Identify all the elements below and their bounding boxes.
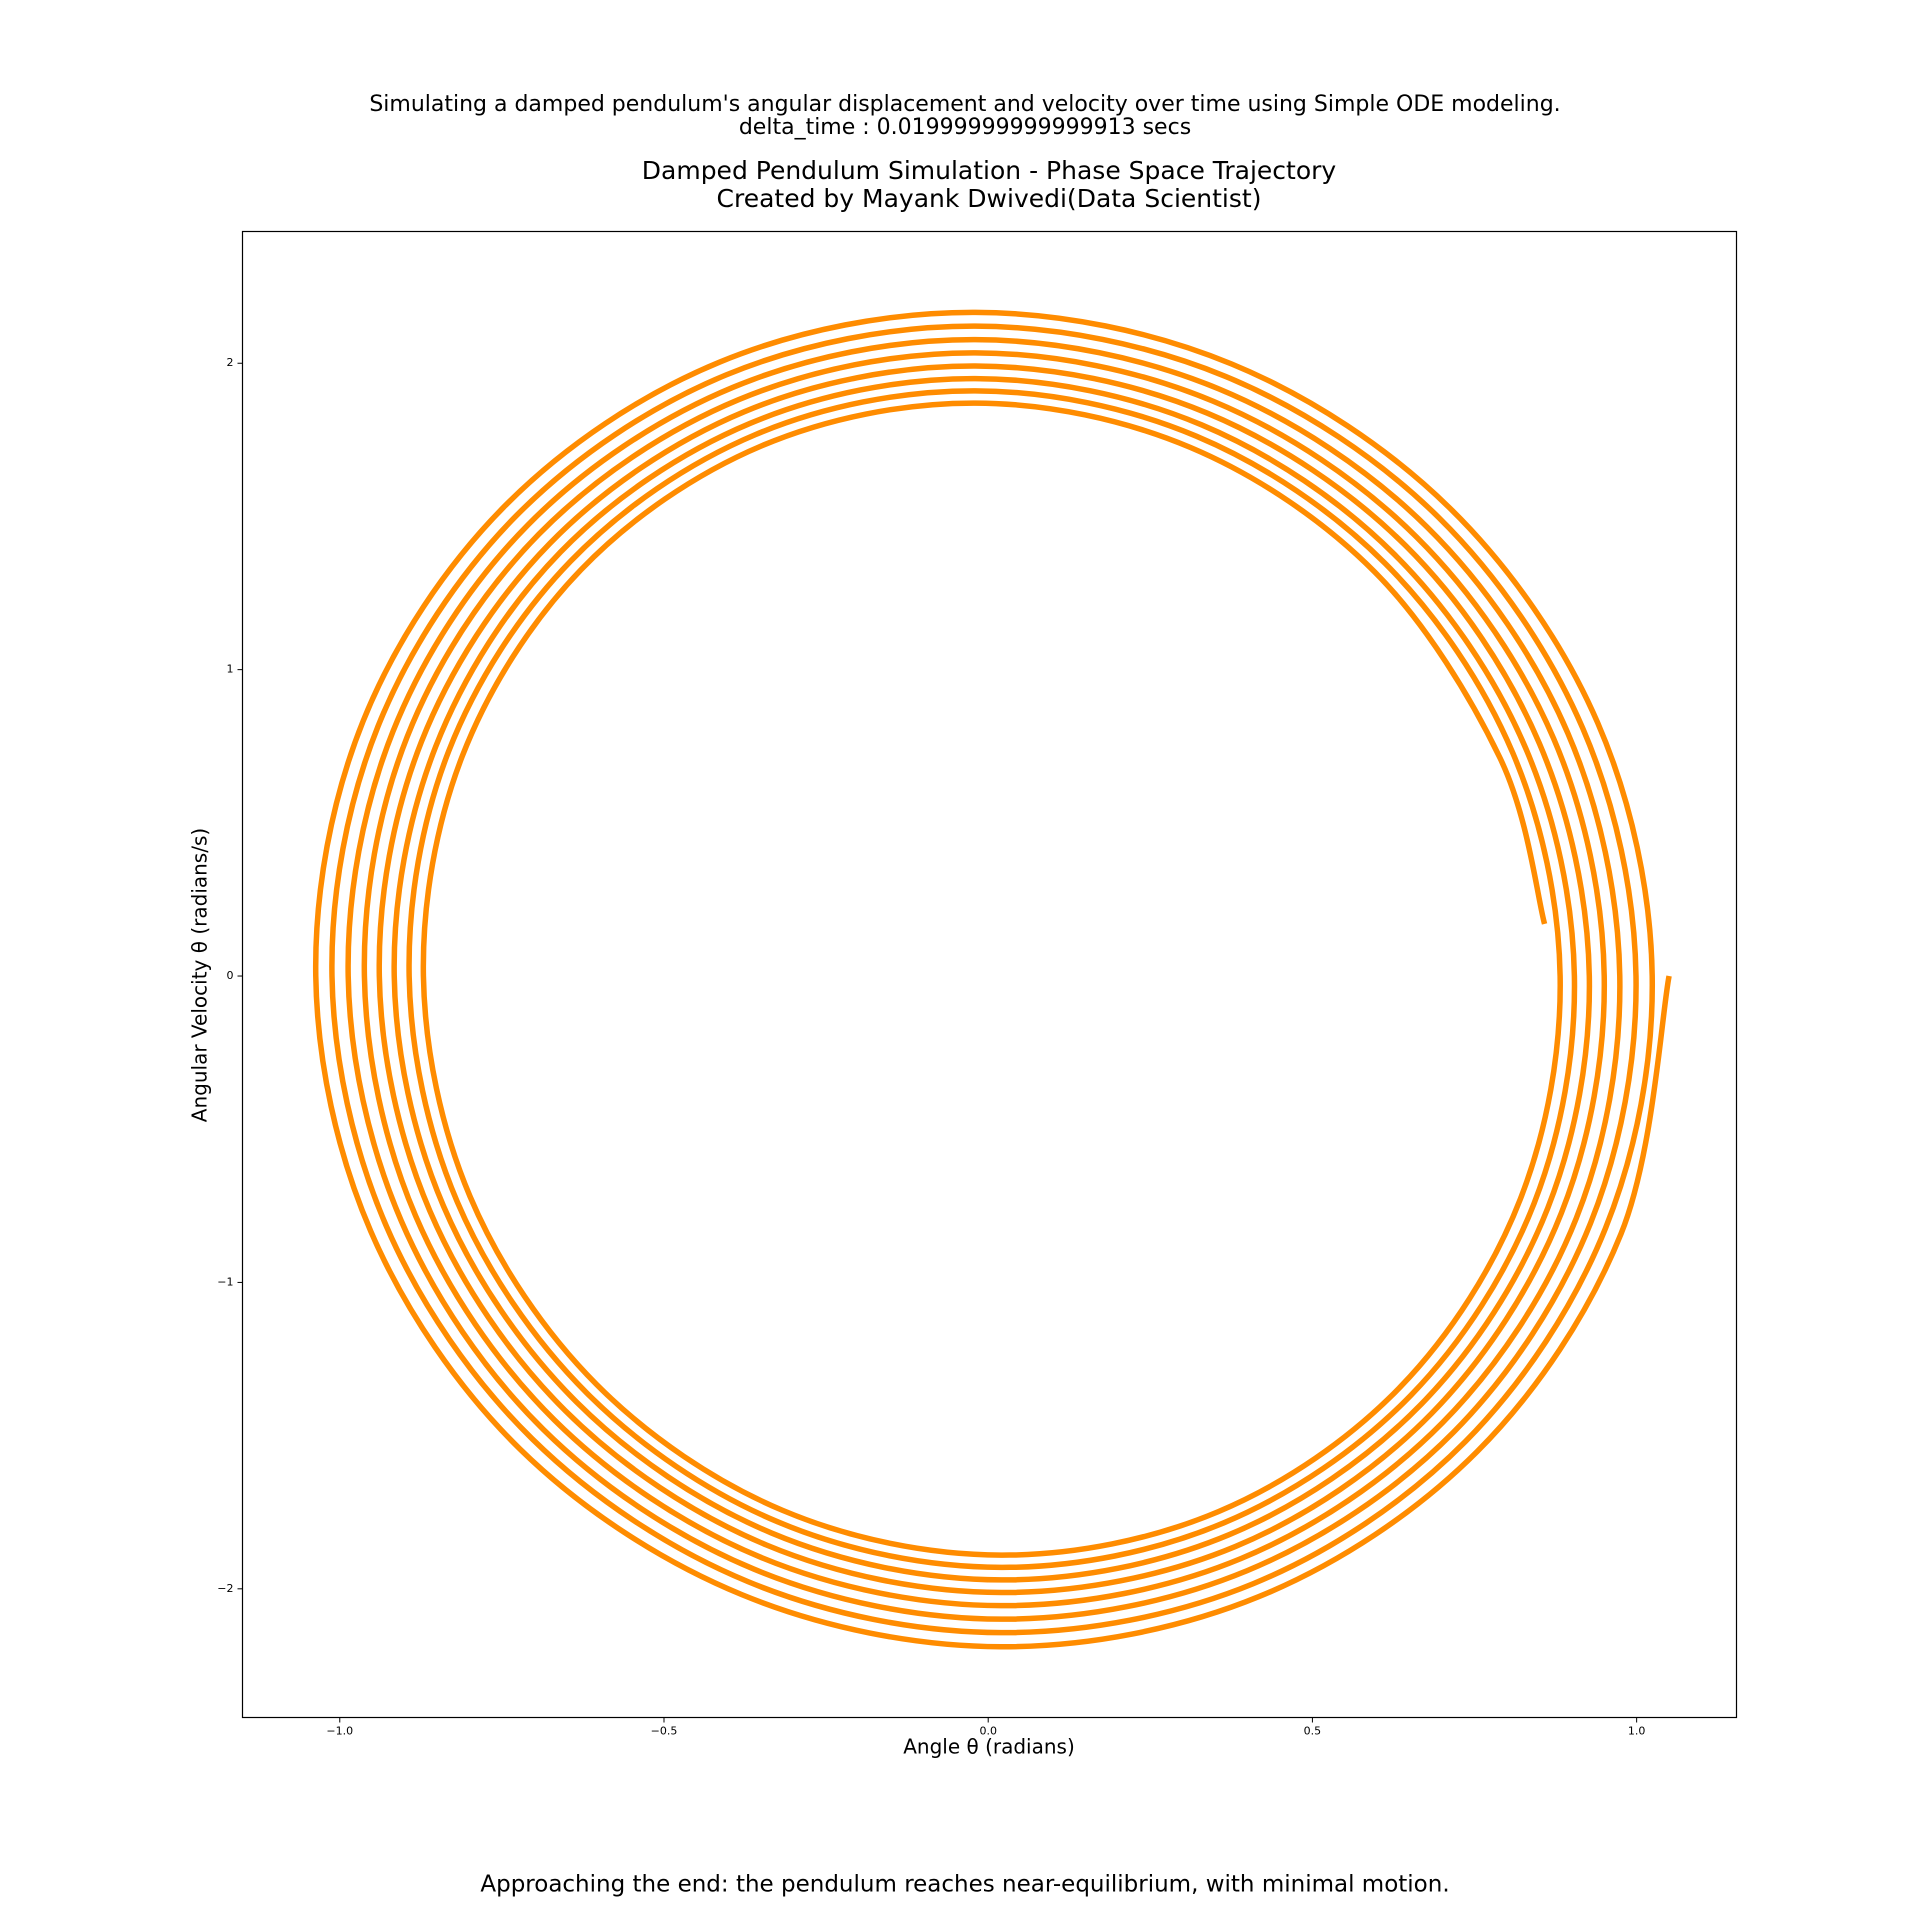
x-tick-label: 0.0 [979, 1725, 997, 1738]
y-tick-label: −1 [217, 1275, 233, 1288]
y-tick-label: 2 [227, 356, 234, 369]
y-tick-label: 1 [227, 663, 234, 676]
y-axis-label: Angular Velocity θ (radians/s) [188, 828, 212, 1122]
trajectory-line [312, 309, 1672, 1650]
annotation: Approaching the end: the pendulum reache… [480, 1872, 1449, 1898]
x-tick-label: −1.0 [326, 1725, 353, 1738]
y-tick-label: 0 [227, 969, 234, 982]
chart-title: Damped Pendulum Simulation - Phase Space… [642, 156, 1337, 185]
x-tick-label: −0.5 [651, 1725, 678, 1738]
suptitle: delta_time : 0.01999999999999913 secs [739, 115, 1191, 140]
x-axis-label: Angle θ (radians) [903, 1735, 1075, 1759]
chart-title: Created by Mayank Dwivedi(Data Scientist… [717, 184, 1262, 213]
x-tick-label: 1.0 [1628, 1725, 1646, 1738]
plot-frame [241, 230, 1738, 1719]
x-tick-label: 0.5 [1304, 1725, 1322, 1738]
y-tick-label: −2 [217, 1582, 233, 1595]
suptitle: Simulating a damped pendulum's angular d… [369, 92, 1560, 117]
